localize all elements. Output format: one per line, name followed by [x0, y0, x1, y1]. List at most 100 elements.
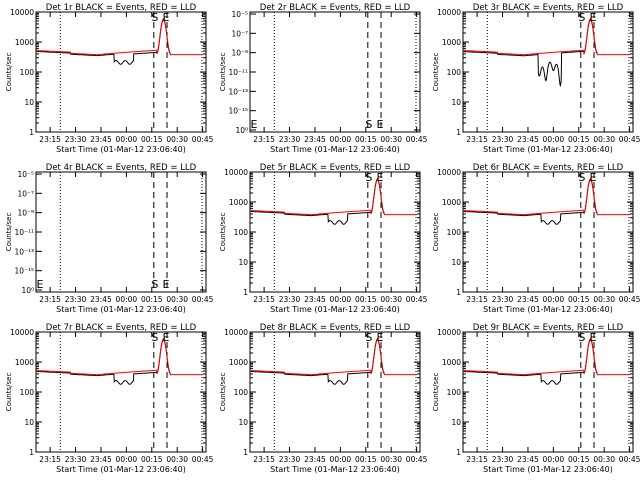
y-tick-label: 10⁻¹¹	[14, 228, 34, 237]
series-events-line	[251, 179, 385, 225]
y-tick-label: 10000	[437, 8, 461, 17]
end-marker: E	[590, 331, 597, 344]
y-tick-label: 10000	[437, 168, 461, 177]
series-events-line	[464, 339, 598, 385]
plot-frame	[249, 171, 421, 293]
series-lld-line	[37, 338, 204, 376]
y-tick-label: 10⁻¹³	[14, 247, 34, 256]
panel-title: Det 9r BLACK = Events, RED = LLD	[473, 323, 624, 333]
panel-title: Det 3r BLACK = Events, RED = LLD	[473, 3, 624, 13]
x-tick-label: 23:30	[65, 455, 87, 464]
panel-title: Det 1r BLACK = Events, RED = LLD	[46, 3, 197, 13]
y-tick-label: 10	[238, 418, 248, 427]
x-tick-label: 00:15	[568, 135, 590, 144]
start-marker: S	[365, 171, 372, 184]
series-events-line	[37, 339, 171, 385]
x-tick-label: 23:30	[492, 135, 514, 144]
start-marker: S	[151, 11, 158, 24]
x-tick-label: 23:30	[279, 295, 301, 304]
x-tick-label: 23:15	[253, 295, 275, 304]
x-tick-label: 00:00	[330, 455, 352, 464]
y-tick-label: 10⁰	[235, 126, 248, 135]
x-tick-label: 23:45	[90, 295, 112, 304]
x-tick-label: 23:45	[90, 455, 112, 464]
x-tick-label: 00:45	[406, 455, 428, 464]
y-axis-label: Counts/sec	[5, 373, 13, 412]
x-axis-label: Start Time (01-Mar-12 23:06:40)	[270, 145, 400, 154]
y-tick-label: 10	[238, 258, 248, 267]
panel-det-8: Det 8r BLACK = Events, RED = LLD Counts/s…	[219, 323, 428, 474]
x-tick-label: 00:30	[380, 135, 402, 144]
x-tick-label: 00:30	[593, 455, 615, 464]
y-tick-label: 100	[20, 388, 35, 397]
y-tick-label: 10⁻⁷	[231, 29, 248, 38]
plot-frame	[462, 171, 634, 293]
y-tick-label: 10⁻⁹	[17, 209, 34, 218]
x-tick-label: 00:15	[141, 135, 163, 144]
x-axis-label: Start Time (01-Mar-12 23:06:40)	[483, 145, 613, 154]
start-marker: S	[578, 11, 585, 24]
y-tick-label: 10⁻⁷	[17, 189, 34, 198]
x-tick-label: 23:15	[466, 455, 488, 464]
start-marker: S	[365, 331, 372, 344]
x-axis-label: Start Time (01-Mar-12 23:06:40)	[270, 465, 400, 474]
x-tick-label: 00:30	[380, 455, 402, 464]
start-marker: S	[578, 331, 585, 344]
panel-title: Det 2r BLACK = Events, RED = LLD	[260, 3, 411, 13]
x-tick-label: 00:15	[568, 295, 590, 304]
y-tick-label: 10⁰	[21, 286, 34, 295]
x-tick-label: 00:30	[166, 455, 188, 464]
y-tick-label: 10	[24, 98, 34, 107]
plot-frame	[35, 331, 207, 453]
panel-title: Det 4r BLACK = Events, RED = LLD	[46, 163, 197, 173]
series-lld-line	[464, 18, 631, 56]
end-marker: E	[377, 171, 384, 184]
x-tick-label: 23:15	[466, 295, 488, 304]
x-tick-label: 23:45	[517, 455, 539, 464]
panel-title: Det 5r BLACK = Events, RED = LLD	[260, 163, 411, 173]
y-tick-label: 1	[29, 128, 34, 137]
x-tick-label: 00:15	[141, 455, 163, 464]
y-axis-label: Counts/sec	[432, 373, 440, 412]
plot-frame	[249, 331, 421, 453]
x-tick-label: 00:45	[406, 295, 428, 304]
series-events-line	[37, 19, 171, 65]
x-tick-label: 00:45	[192, 135, 214, 144]
y-tick-label: 1	[456, 288, 461, 297]
panel-det-1: Det 1r BLACK = Events, RED = LLD Counts/s…	[5, 3, 214, 154]
x-axis-label: Start Time (01-Mar-12 23:06:40)	[483, 305, 613, 314]
x-tick-label: 00:00	[543, 295, 565, 304]
y-tick-label: 1000	[442, 38, 461, 47]
start-marker: S	[151, 331, 158, 344]
y-tick-label: 100	[447, 228, 462, 237]
y-tick-label: 10	[451, 98, 461, 107]
panel-title: Det 6r BLACK = Events, RED = LLD	[473, 163, 624, 173]
y-tick-label: 10000	[224, 328, 248, 337]
series-lld-line	[251, 338, 418, 376]
plot-frame	[462, 331, 634, 453]
y-tick-label: 100	[447, 68, 462, 77]
panel-det-3: Det 3r BLACK = Events, RED = LLD Counts/s…	[432, 3, 640, 154]
x-tick-label: 00:15	[355, 135, 377, 144]
series-events-line	[464, 19, 598, 88]
panel-det-5: Det 5r BLACK = Events, RED = LLD Counts/s…	[219, 163, 428, 314]
x-tick-label: 00:30	[166, 135, 188, 144]
x-tick-label: 00:00	[116, 455, 138, 464]
x-tick-label: 23:15	[39, 455, 61, 464]
y-tick-label: 10	[451, 258, 461, 267]
y-tick-label: 1	[456, 128, 461, 137]
x-tick-label: 23:45	[304, 295, 326, 304]
x-tick-label: 00:30	[380, 295, 402, 304]
y-tick-label: 1000	[15, 358, 34, 367]
x-tick-label: 23:30	[279, 135, 301, 144]
y-tick-label: 10⁻⁵	[231, 10, 248, 19]
series-lld-line	[251, 178, 418, 216]
end-marker: E	[163, 331, 170, 344]
left-edge-marker: E	[251, 118, 258, 131]
panel-det-9: Det 9r BLACK = Events, RED = LLD Counts/s…	[432, 323, 640, 474]
series-lld-line	[464, 178, 631, 216]
x-tick-label: 00:00	[330, 295, 352, 304]
x-tick-label: 00:30	[593, 135, 615, 144]
y-tick-label: 10000	[10, 328, 34, 337]
